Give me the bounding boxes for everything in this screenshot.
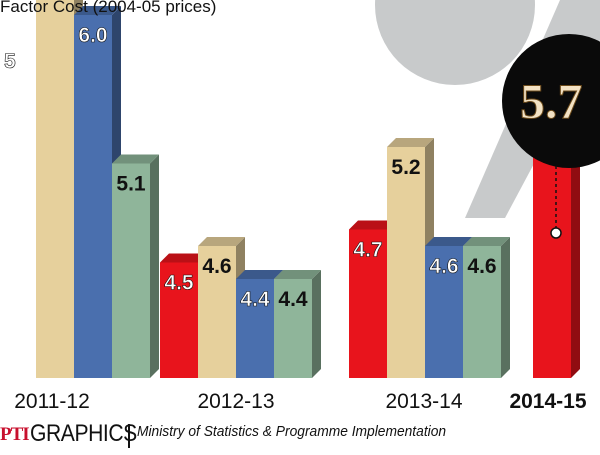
category-label-2011-12: 2011-12 [14,390,90,413]
data-label-2012-13-0: 4.5 [164,272,194,295]
percent-sign-dot-top [375,0,535,85]
data-label-2012-13-2: 4.4 [240,288,270,311]
data-label-2011-12-0: 5 [4,50,16,73]
bar-2011-12-2 [74,15,112,378]
bar-2012-13-3 [274,279,312,378]
bar-top-2011-12-2 [74,6,121,15]
bar-2011-12-3 [112,163,150,378]
bar-2013-14-0 [349,229,387,378]
data-label-2013-14-2: 4.6 [429,255,458,278]
pti-logo: PTI [0,424,30,445]
category-label-2012-13: 2012-13 [197,390,274,413]
bar-top-2011-12-3 [112,154,159,164]
bar-2012-13-0 [160,262,198,378]
data-label-2012-13-3: 4.4 [278,288,308,311]
data-label-2011-12-3: 5.1 [116,173,146,196]
footer-divider [128,424,130,448]
bar-2011-12-1 [36,0,74,378]
bar-2013-14-2 [425,246,463,378]
bar-top-2012-13-2 [236,270,283,279]
bar-2013-14-1 [387,147,425,378]
bar-top-2013-14-3 [463,237,510,246]
category-label-2013-14: 2013-14 [385,390,462,413]
bar-top-2012-13-1 [198,237,245,246]
highlight-circle [502,34,600,168]
category-label-2014-15: 2014-15 [509,390,586,413]
highlight-value: 5.7 [520,73,583,129]
bar-top-2013-14-2 [425,237,472,246]
data-label-2012-13-1: 4.6 [202,255,231,278]
bar-side-2012-13-3 [312,270,321,378]
bar-2012-13-1 [198,246,236,378]
graphics-label: GRAPHICS [30,420,137,447]
highlight-dot [550,227,562,239]
bar-top-2012-13-3 [274,270,321,279]
bar-side-2011-12-3 [150,154,159,378]
bar-top-2012-13-0 [160,253,207,263]
bar-top-2013-14-1 [387,138,434,147]
data-label-2013-14-1: 5.2 [391,156,420,179]
data-label-2011-12-2: 6.0 [78,24,107,47]
data-label-2013-14-3: 4.6 [467,255,496,278]
data-label-2013-14-0: 4.7 [353,239,382,262]
source-credit: Ministry of Statistics & Programme Imple… [137,423,447,440]
bar-2013-14-3 [463,246,501,378]
bar-side-2013-14-3 [501,237,510,378]
footer: PTI GRAPHICS Ministry of Statistics & Pr… [0,418,600,450]
chart-title: Factor Cost (2004-05 prices) [0,0,217,16]
bar-2012-13-2 [236,279,274,378]
bar-top-2013-14-0 [349,220,396,230]
